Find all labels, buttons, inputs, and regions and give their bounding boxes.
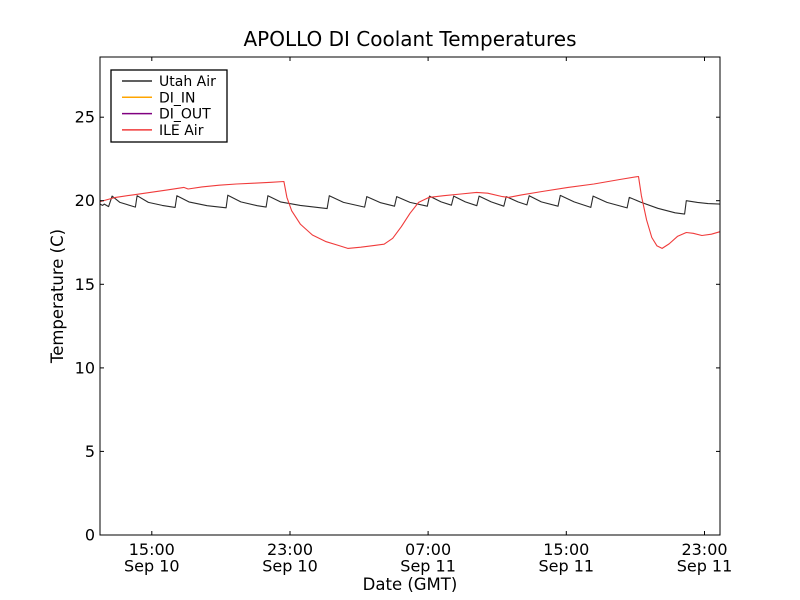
legend-label-di-in: DI_IN [159,90,196,106]
legend-label-utah-air: Utah Air [159,74,216,90]
chart-title: APOLLO DI Coolant Temperatures [243,27,576,51]
plot-frame [99,56,721,536]
x-tick-label-time: 15:00 [129,540,175,559]
x-tick-label-time: 07:00 [405,540,451,559]
x-tick-label-date: Sep 10 [124,557,180,576]
legend-label-di-out: DI_OUT [159,107,211,123]
y-tick-label: 15 [75,275,95,294]
y-tick-label: 10 [75,358,95,377]
series-line-ile-air [99,175,721,249]
x-tick-label-time: 15:00 [543,540,589,559]
x-tick-label-date: Sep 11 [400,557,456,576]
x-tick-label-date: Sep 11 [538,557,594,576]
x-tick-label-time: 23:00 [267,540,313,559]
y-tick-label: 5 [85,442,95,461]
x-tick-label-time: 23:00 [681,540,727,559]
legend-label-ile-air: ILE Air [159,123,204,139]
y-tick-label: 20 [75,191,95,210]
y-tick-label: 0 [85,526,95,545]
x-axis-label: Date (GMT) [363,575,458,594]
x-tick-label-date: Sep 11 [677,557,733,576]
y-axis-label: Temperature (C) [48,229,67,364]
series-line-utah-air [99,194,721,215]
y-tick-label: 25 [75,108,95,127]
x-tick-label-date: Sep 10 [262,557,318,576]
